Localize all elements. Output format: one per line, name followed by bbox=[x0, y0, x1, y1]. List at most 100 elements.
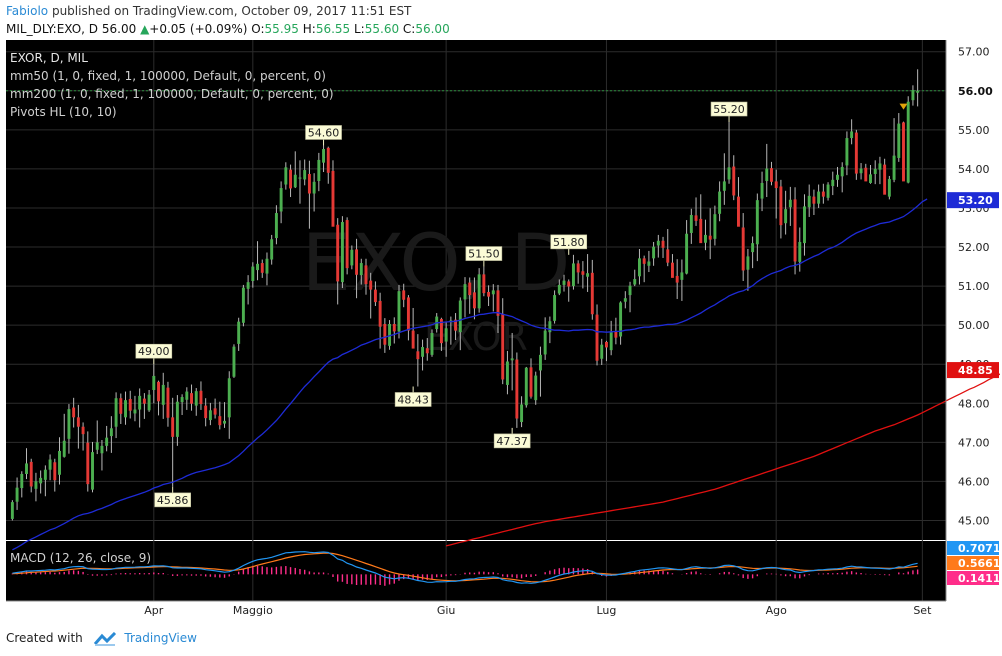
candle bbox=[303, 159, 307, 186]
candle bbox=[373, 281, 377, 307]
candle-body bbox=[581, 271, 585, 275]
candle-body bbox=[779, 186, 783, 226]
ma50-badge: 53.20 bbox=[947, 192, 999, 209]
candle bbox=[241, 284, 245, 327]
candle bbox=[633, 269, 637, 287]
candle bbox=[109, 416, 113, 453]
candle-body bbox=[817, 191, 821, 204]
candle-body bbox=[897, 123, 901, 158]
candle bbox=[397, 284, 401, 339]
candle-body bbox=[171, 417, 175, 437]
last-price-badge-box bbox=[947, 82, 999, 99]
candle-body bbox=[260, 263, 264, 273]
price-tick-label: 47.00 bbox=[958, 436, 990, 449]
candle bbox=[520, 396, 524, 428]
candle bbox=[175, 395, 179, 446]
candle bbox=[746, 248, 750, 291]
price-axis[interactable]: 45.0046.0047.0048.0049.0050.0051.0052.00… bbox=[945, 40, 1000, 601]
legend-title: EXOR, D, MIL bbox=[10, 51, 88, 65]
candle-body bbox=[803, 206, 806, 244]
footer: Created with TradingView bbox=[6, 631, 197, 646]
candle-body bbox=[718, 191, 722, 214]
candle-body bbox=[529, 367, 533, 397]
pivot-labels: 49.00 45.86 54.60 48.43 51.50 47.37 51.80 55.20 bbox=[135, 101, 908, 508]
candle-body bbox=[128, 398, 132, 411]
candle-body bbox=[218, 416, 222, 426]
candle-body bbox=[656, 240, 660, 246]
pivot-box bbox=[305, 125, 342, 140]
candle bbox=[62, 413, 66, 458]
ma50-badge-box bbox=[947, 192, 999, 209]
candle-body bbox=[534, 375, 538, 401]
signal-badge: 0.5661 bbox=[947, 556, 1000, 570]
candle bbox=[807, 184, 811, 217]
candle-body bbox=[289, 169, 293, 189]
candle-body bbox=[406, 297, 410, 331]
candle bbox=[322, 145, 326, 173]
candle bbox=[538, 346, 542, 397]
candle-body bbox=[770, 168, 773, 182]
candle bbox=[524, 366, 528, 408]
high-value: 56.55 bbox=[315, 22, 351, 36]
pivot-box bbox=[135, 343, 173, 359]
candle bbox=[609, 320, 613, 356]
author-link[interactable]: Fabiolo bbox=[6, 4, 49, 18]
published-text: published on TradingView.com, October 09… bbox=[51, 4, 412, 18]
candle bbox=[204, 398, 208, 427]
candle-body bbox=[623, 298, 627, 302]
candle bbox=[496, 284, 500, 333]
price-chart[interactable]: EXO, D EXOR 49.0045.8654.6048.4351.5047.… bbox=[6, 40, 1000, 622]
candle bbox=[180, 394, 184, 415]
candle bbox=[406, 295, 410, 341]
candle-body bbox=[91, 452, 94, 490]
candle-body bbox=[496, 290, 500, 316]
price-tick-label: 50.00 bbox=[958, 319, 990, 332]
candle-body bbox=[444, 328, 448, 342]
candle bbox=[722, 153, 726, 205]
price-tick-label: 52.00 bbox=[958, 241, 990, 254]
candle bbox=[274, 205, 278, 245]
time-tick-label: Giu bbox=[437, 604, 456, 617]
candle bbox=[416, 334, 420, 387]
candle-body bbox=[836, 174, 839, 180]
candle bbox=[562, 274, 566, 292]
open-label: O: bbox=[251, 22, 265, 36]
macd-line bbox=[12, 551, 918, 584]
candle-body bbox=[538, 354, 542, 371]
candle bbox=[869, 165, 872, 184]
price-pane[interactable] bbox=[6, 40, 946, 540]
candle-body bbox=[336, 224, 340, 282]
candle-body bbox=[755, 200, 759, 245]
candle-body bbox=[86, 442, 90, 485]
candle-body bbox=[95, 442, 99, 450]
candle-body bbox=[604, 341, 608, 348]
histogram-badge-box bbox=[947, 571, 999, 585]
candle-body bbox=[661, 240, 665, 248]
time-axis[interactable]: AprMaggioGiuLugAgoSetOtt bbox=[6, 600, 1000, 617]
candle bbox=[425, 338, 429, 361]
candle bbox=[208, 402, 212, 426]
macd-pane[interactable] bbox=[6, 541, 946, 601]
candle-body bbox=[232, 346, 236, 377]
candle bbox=[237, 317, 241, 351]
candle bbox=[515, 352, 519, 428]
tradingview-link[interactable]: TradingView bbox=[124, 631, 197, 645]
candle bbox=[557, 279, 561, 296]
candle-body bbox=[831, 179, 835, 187]
candle-body bbox=[553, 295, 557, 321]
candle-body bbox=[39, 477, 43, 484]
candle bbox=[166, 381, 170, 427]
candle-body bbox=[784, 209, 788, 224]
candle bbox=[472, 277, 476, 320]
candle-body bbox=[487, 291, 491, 297]
time-tick-label: Ago bbox=[766, 604, 788, 617]
candle bbox=[779, 179, 783, 239]
candle-body bbox=[274, 213, 278, 239]
candle bbox=[388, 320, 392, 350]
candle bbox=[576, 260, 580, 284]
candle-body bbox=[704, 234, 707, 243]
ma200-badge-text: 48.85 bbox=[958, 364, 993, 377]
candle bbox=[383, 318, 387, 353]
pivot-box bbox=[465, 246, 503, 261]
candle-body bbox=[378, 300, 382, 327]
